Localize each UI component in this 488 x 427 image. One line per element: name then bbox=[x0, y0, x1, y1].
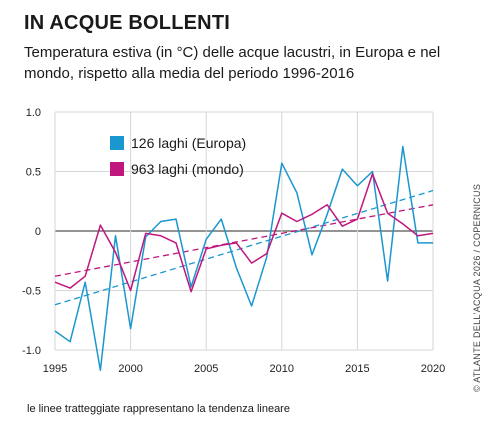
series-layer bbox=[54, 145, 434, 371]
y-tick-label: -1.0 bbox=[22, 345, 41, 357]
x-tick-label: 1995 bbox=[43, 363, 67, 375]
legend-label-europa: 126 laghi (Europa) bbox=[131, 135, 246, 151]
legend-swatch-europa bbox=[110, 136, 124, 150]
legend-label-mondo: 963 laghi (mondo) bbox=[131, 161, 244, 177]
series-line-mondo bbox=[54, 173, 434, 293]
tick-layer: -1.0 -0.5 0 0.5 1.0 1995 2000 2005 2010 2015 2020 bbox=[22, 107, 445, 375]
y-tick-label: 0 bbox=[35, 226, 41, 238]
grid-layer bbox=[54, 111, 434, 351]
credit-text: © ATLANTE DELL'ACQUA 2026 / COPERNICUS bbox=[472, 183, 482, 392]
legend: 126 laghi (Europa) 963 laghi (mondo) bbox=[110, 135, 246, 177]
x-tick-label: 2005 bbox=[194, 363, 218, 375]
trend-line-mondo bbox=[54, 204, 434, 277]
chart-title: IN ACQUE BOLLENTI bbox=[24, 12, 230, 34]
x-tick-label: 2020 bbox=[421, 363, 445, 375]
x-tick-label: 2015 bbox=[345, 363, 369, 375]
y-tick-label: 0.5 bbox=[26, 167, 41, 179]
trend-note: le linee tratteggiate rappresentano la t… bbox=[27, 403, 290, 415]
x-tick-label: 2010 bbox=[270, 363, 294, 375]
chart-subtitle: Temperatura estiva (in °C) delle acque l… bbox=[24, 44, 441, 82]
y-tick-label: -0.5 bbox=[22, 286, 41, 298]
trend-line-europa bbox=[54, 189, 434, 306]
legend-swatch-mondo bbox=[110, 162, 124, 176]
series-line-europa bbox=[54, 145, 433, 371]
y-tick-label: 1.0 bbox=[26, 107, 41, 119]
trend-layer bbox=[54, 189, 434, 306]
x-tick-label: 2000 bbox=[118, 363, 142, 375]
